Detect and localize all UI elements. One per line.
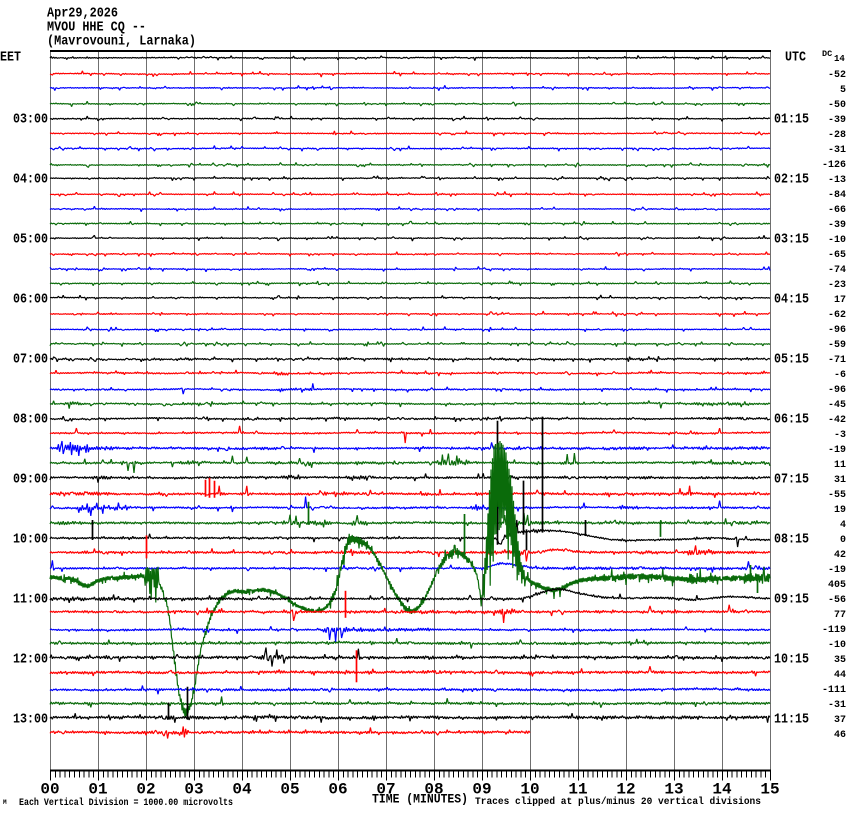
svg-text:09:15: 09:15 xyxy=(774,592,809,608)
svg-text:00: 00 xyxy=(40,781,59,799)
svg-text:-19: -19 xyxy=(828,565,846,576)
svg-text:08:00: 08:00 xyxy=(13,412,48,428)
svg-text:-39: -39 xyxy=(828,220,846,231)
svg-text:-66: -66 xyxy=(828,205,846,216)
svg-text:77: 77 xyxy=(834,610,846,621)
svg-text:4: 4 xyxy=(840,520,846,531)
svg-text:-55: -55 xyxy=(828,490,846,501)
svg-text:44: 44 xyxy=(834,670,846,681)
svg-text:12:00: 12:00 xyxy=(13,652,48,668)
svg-text:07:00: 07:00 xyxy=(13,352,48,368)
svg-text:11:00: 11:00 xyxy=(13,592,48,608)
svg-text:-10: -10 xyxy=(828,640,846,651)
svg-text:05:15: 05:15 xyxy=(774,352,809,368)
svg-text:42: 42 xyxy=(834,550,846,561)
svg-text:Apr29,2026: Apr29,2026 xyxy=(47,6,118,22)
svg-text:-52: -52 xyxy=(828,70,846,81)
svg-text:10: 10 xyxy=(520,781,539,799)
svg-text:-3: -3 xyxy=(834,430,846,441)
svg-text:06:15: 06:15 xyxy=(774,412,809,428)
svg-text:-59: -59 xyxy=(828,340,846,351)
svg-text:14: 14 xyxy=(834,54,845,64)
svg-text:-84: -84 xyxy=(828,190,846,201)
svg-text:02: 02 xyxy=(136,781,155,799)
svg-text:10:00: 10:00 xyxy=(13,532,48,548)
svg-text:08:15: 08:15 xyxy=(774,532,809,548)
svg-text:37: 37 xyxy=(834,715,846,726)
svg-text:-6: -6 xyxy=(834,370,846,381)
svg-text:14: 14 xyxy=(712,781,732,799)
svg-text:M: M xyxy=(3,799,7,806)
svg-text:10:15: 10:15 xyxy=(774,652,809,668)
svg-text:-10: -10 xyxy=(828,235,846,246)
svg-text:05: 05 xyxy=(280,781,299,799)
svg-text:01: 01 xyxy=(88,781,107,799)
svg-text:-28: -28 xyxy=(828,130,846,141)
svg-text:-31: -31 xyxy=(828,145,846,156)
svg-text:03:00: 03:00 xyxy=(13,112,48,128)
svg-text:31: 31 xyxy=(834,475,846,486)
svg-text:35: 35 xyxy=(834,655,846,666)
svg-text:(Mavrovouni, Larnaka): (Mavrovouni, Larnaka) xyxy=(47,34,196,50)
svg-text:09: 09 xyxy=(472,781,491,799)
svg-text:46: 46 xyxy=(834,730,846,741)
svg-text:UTC: UTC xyxy=(785,50,806,66)
svg-text:-42: -42 xyxy=(828,415,846,426)
svg-text:06:00: 06:00 xyxy=(13,292,48,308)
svg-text:TIME (MINUTES): TIME (MINUTES) xyxy=(372,792,468,807)
svg-text:19: 19 xyxy=(834,505,846,516)
svg-text:0: 0 xyxy=(840,535,846,546)
svg-text:08: 08 xyxy=(424,781,443,799)
svg-text:Traces clipped at plus/minus 2: Traces clipped at plus/minus 20 vertical… xyxy=(475,796,761,808)
svg-text:-96: -96 xyxy=(828,385,846,396)
svg-text:03: 03 xyxy=(184,781,203,799)
svg-text:05:00: 05:00 xyxy=(13,232,48,248)
svg-text:-74: -74 xyxy=(828,265,846,276)
svg-text:12: 12 xyxy=(616,781,635,799)
svg-text:11: 11 xyxy=(568,781,587,799)
svg-text:07: 07 xyxy=(376,781,395,799)
svg-text:-96: -96 xyxy=(828,325,846,336)
svg-text:11:15: 11:15 xyxy=(774,712,809,728)
svg-text:5: 5 xyxy=(840,85,846,96)
svg-text:07:15: 07:15 xyxy=(774,472,809,488)
svg-text:06: 06 xyxy=(328,781,347,799)
svg-text:-31: -31 xyxy=(828,700,846,711)
svg-text:-50: -50 xyxy=(828,100,846,111)
svg-text:-45: -45 xyxy=(828,400,846,411)
svg-text:-13: -13 xyxy=(828,175,846,186)
svg-text:09:00: 09:00 xyxy=(13,472,48,488)
svg-text:405: 405 xyxy=(828,580,846,591)
svg-text:11: 11 xyxy=(834,460,846,471)
svg-text:-71: -71 xyxy=(828,355,846,366)
svg-text:-39: -39 xyxy=(828,115,846,126)
svg-text:MVOU HHE CQ --: MVOU HHE CQ -- xyxy=(47,20,146,36)
svg-text:13: 13 xyxy=(664,781,683,799)
svg-text:-19: -19 xyxy=(828,445,846,456)
svg-text:-119: -119 xyxy=(822,625,846,636)
svg-text:-111: -111 xyxy=(822,685,846,696)
svg-text:15: 15 xyxy=(760,781,779,799)
svg-text:-62: -62 xyxy=(828,310,846,321)
svg-text:04:15: 04:15 xyxy=(774,292,809,308)
svg-text:03:15: 03:15 xyxy=(774,232,809,248)
svg-text:-65: -65 xyxy=(828,250,846,261)
svg-text:13:00: 13:00 xyxy=(13,712,48,728)
svg-text:01:15: 01:15 xyxy=(774,112,809,128)
svg-text:EET: EET xyxy=(0,50,21,66)
svg-text:-56: -56 xyxy=(828,595,846,606)
svg-text:02:15: 02:15 xyxy=(774,172,809,188)
svg-text:-126: -126 xyxy=(822,160,846,171)
svg-text:DC: DC xyxy=(822,49,832,59)
svg-text:-23: -23 xyxy=(828,280,846,291)
svg-text:04: 04 xyxy=(232,781,252,799)
svg-text:17: 17 xyxy=(834,295,846,306)
svg-text:04:00: 04:00 xyxy=(13,172,48,188)
svg-text:Each Vertical Division = 1000.: Each Vertical Division = 1000.00 microvo… xyxy=(19,797,233,809)
